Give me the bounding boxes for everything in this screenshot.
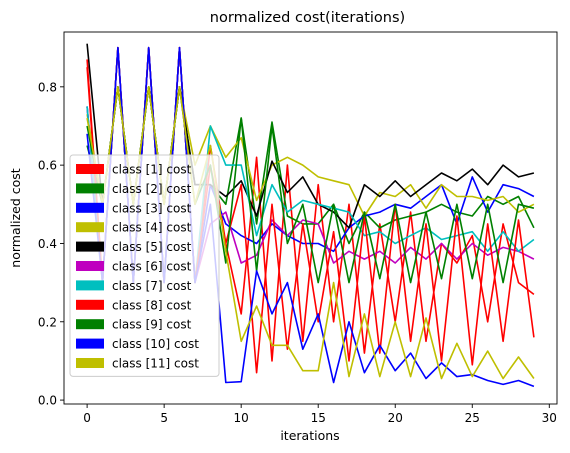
legend-label-8: class [8] cost xyxy=(112,298,192,312)
legend-label-3: class [3] cost xyxy=(112,201,192,215)
x-tick-label: 0 xyxy=(83,411,91,425)
legend-box xyxy=(69,154,220,377)
legend-swatch-3 xyxy=(76,202,104,213)
x-tick-label: 15 xyxy=(311,411,326,425)
y-tick-label: 0.8 xyxy=(38,80,57,94)
x-axis-label: iterations xyxy=(280,428,339,443)
x-tick-label: 30 xyxy=(542,411,557,425)
y-tick-label: 0.2 xyxy=(38,315,57,329)
legend-swatch-2 xyxy=(76,183,104,194)
legend-label-6: class [6] cost xyxy=(112,260,192,274)
legend-label-2: class [2] cost xyxy=(112,182,192,196)
x-tick-label: 10 xyxy=(234,411,249,425)
legend-swatch-9 xyxy=(76,319,104,330)
x-tick-label: 5 xyxy=(160,411,168,425)
legend-label-7: class [7] cost xyxy=(112,279,192,293)
y-tick-label: 0.0 xyxy=(38,394,57,408)
legend: class [1] cost class [2] cost class [3] co… xyxy=(69,154,220,377)
x-tick-label: 20 xyxy=(388,411,403,425)
y-axis-label: normalized cost xyxy=(8,168,23,267)
legend-swatch-8 xyxy=(76,299,104,310)
x-tick-label: 25 xyxy=(465,411,480,425)
chart-title: normalized cost(iterations) xyxy=(210,10,405,26)
y-tick-label: 0.6 xyxy=(38,159,57,173)
y-tick-label: 0.4 xyxy=(38,237,57,251)
legend-swatch-7 xyxy=(76,280,104,291)
legend-label-5: class [5] cost xyxy=(112,240,192,254)
legend-swatch-10 xyxy=(76,338,104,349)
legend-label-1: class [1] cost xyxy=(112,163,192,177)
axes: 0 5 10 15 20 25 30 0.0 0.2 0.4 0.6 0.8 xyxy=(38,31,558,425)
legend-label-4: class [4] cost xyxy=(112,221,192,235)
legend-swatch-6 xyxy=(76,261,104,271)
legend-label-11: class [11] cost xyxy=(112,357,199,371)
legend-label-10: class [10] cost xyxy=(112,337,199,351)
plot-frame xyxy=(63,31,558,405)
legend-label-9: class [9] cost xyxy=(112,318,192,332)
legend-swatch-5 xyxy=(76,241,104,252)
legend-swatch-11 xyxy=(76,358,104,368)
legend-swatch-1 xyxy=(76,164,104,174)
legend-swatch-4 xyxy=(76,222,104,233)
